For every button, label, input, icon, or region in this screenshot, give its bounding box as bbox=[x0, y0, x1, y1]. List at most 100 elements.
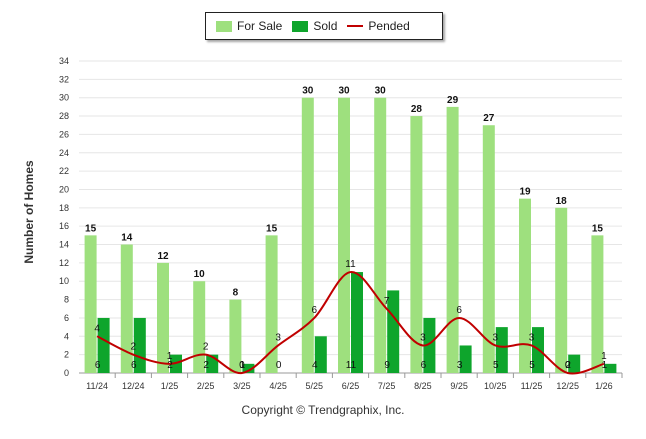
data-label-pended: 3 bbox=[529, 332, 535, 343]
x-tick-label: 7/25 bbox=[378, 381, 396, 391]
bar-for-sale bbox=[519, 198, 531, 373]
legend-label-pended: Pended bbox=[368, 19, 410, 33]
for-sale-swatch-icon bbox=[216, 20, 232, 32]
data-label-sold: 6 bbox=[421, 360, 427, 371]
data-label-for-sale: 30 bbox=[375, 86, 387, 97]
x-tick-label: 9/25 bbox=[450, 381, 468, 391]
data-label-sold: 1 bbox=[240, 360, 246, 371]
x-tick-label: 11/25 bbox=[521, 381, 543, 391]
y-tick-label: 34 bbox=[59, 56, 69, 66]
y-tick-label: 0 bbox=[64, 368, 69, 378]
bar-sold bbox=[459, 345, 472, 373]
legend-item-pended[interactable]: Pended bbox=[347, 19, 410, 33]
x-tick-label: 12/25 bbox=[556, 381, 579, 391]
bar-for-sale bbox=[555, 207, 568, 373]
y-tick-label: 32 bbox=[59, 74, 69, 84]
data-label-for-sale: 27 bbox=[483, 113, 495, 124]
x-tick-label: 12/24 bbox=[122, 381, 145, 391]
data-label-pended: 6 bbox=[312, 305, 318, 316]
y-tick-label: 12 bbox=[59, 258, 69, 268]
x-tick-label: 1/25 bbox=[161, 381, 179, 391]
pended-line-swatch-icon bbox=[347, 25, 364, 27]
y-axis-title: Number of Homes bbox=[22, 160, 36, 264]
y-tick-label: 10 bbox=[59, 276, 69, 286]
data-label-sold: 2 bbox=[565, 360, 571, 371]
bar-sold bbox=[423, 317, 436, 373]
bar-sold bbox=[133, 317, 146, 373]
bar-sold bbox=[314, 336, 327, 373]
x-tick-label: 5/25 bbox=[306, 381, 324, 391]
x-tick-label: 4/25 bbox=[269, 381, 287, 391]
sold-swatch-icon bbox=[292, 20, 309, 32]
legend-item-for-sale[interactable]: For Sale bbox=[216, 19, 282, 33]
data-label-pended: 6 bbox=[456, 305, 462, 316]
x-tick-label: 11/24 bbox=[86, 381, 108, 391]
bar-sold bbox=[604, 363, 617, 373]
data-label-sold: 4 bbox=[312, 360, 318, 371]
bar-sold bbox=[495, 327, 508, 373]
bar-for-sale bbox=[265, 235, 278, 373]
bar-sold bbox=[97, 317, 110, 373]
data-label-sold: 9 bbox=[384, 360, 390, 371]
data-label-sold: 5 bbox=[529, 360, 535, 371]
data-label-sold: 5 bbox=[493, 360, 499, 371]
copyright-credit: Copyright © Trendgraphix, Inc. bbox=[241, 403, 405, 417]
data-label-for-sale: 15 bbox=[85, 223, 97, 234]
y-tick-label: 24 bbox=[59, 148, 69, 158]
y-tick-label: 8 bbox=[64, 295, 69, 305]
data-label-for-sale: 8 bbox=[233, 288, 239, 299]
bar-for-sale bbox=[374, 97, 387, 374]
bar-for-sale bbox=[84, 235, 97, 373]
data-label-for-sale: 30 bbox=[302, 86, 314, 97]
bar-for-sale bbox=[120, 244, 133, 373]
data-label-pended: 3 bbox=[420, 332, 426, 343]
bar-for-sale bbox=[410, 116, 423, 373]
bar-sold bbox=[242, 363, 255, 373]
y-tick-label: 30 bbox=[59, 93, 69, 103]
y-tick-label: 6 bbox=[64, 313, 69, 323]
data-label-sold: 2 bbox=[167, 360, 173, 371]
legend: For Sale Sold Pended bbox=[205, 12, 443, 40]
bar-sold bbox=[387, 290, 400, 373]
data-label-for-sale: 29 bbox=[447, 95, 459, 106]
data-label-pended: 3 bbox=[493, 332, 499, 343]
x-tick-label: 8/25 bbox=[414, 381, 432, 391]
data-label-for-sale: 30 bbox=[338, 86, 350, 97]
bar-for-sale bbox=[482, 125, 495, 373]
data-label-sold: 0 bbox=[276, 360, 282, 371]
bar-for-sale bbox=[446, 106, 459, 373]
data-label-sold: 11 bbox=[346, 360, 357, 371]
data-label-pended: 2 bbox=[131, 342, 137, 353]
data-label-for-sale: 12 bbox=[157, 251, 169, 262]
data-label-pended: 0 bbox=[565, 360, 571, 371]
data-label-for-sale: 15 bbox=[266, 223, 278, 234]
bar-for-sale bbox=[591, 235, 604, 373]
y-tick-label: 18 bbox=[59, 203, 69, 213]
data-label-for-sale: 19 bbox=[519, 187, 531, 198]
data-label-sold: 1 bbox=[602, 360, 608, 371]
y-tick-label: 4 bbox=[64, 331, 69, 341]
data-label-for-sale: 15 bbox=[592, 223, 604, 234]
data-label-for-sale: 10 bbox=[194, 269, 206, 280]
legend-item-sold[interactable]: Sold bbox=[292, 19, 337, 33]
data-label-pended: 2 bbox=[203, 342, 209, 353]
legend-label-for-sale: For Sale bbox=[237, 19, 283, 33]
y-tick-label: 16 bbox=[59, 221, 69, 231]
data-label-sold: 6 bbox=[95, 360, 101, 371]
data-label-pended: 3 bbox=[275, 332, 281, 343]
x-tick-label: 6/25 bbox=[342, 381, 360, 391]
y-tick-label: 14 bbox=[59, 240, 69, 250]
x-tick-label: 3/25 bbox=[233, 381, 251, 391]
bar-for-sale bbox=[193, 281, 206, 373]
data-label-pended: 1 bbox=[167, 351, 173, 362]
data-label-for-sale: 28 bbox=[411, 104, 423, 115]
bar-for-sale bbox=[301, 97, 314, 374]
bar-for-sale bbox=[338, 97, 350, 374]
data-label-sold: 2 bbox=[203, 360, 209, 371]
bar-for-sale bbox=[157, 262, 169, 373]
y-tick-label: 28 bbox=[59, 111, 69, 121]
x-tick-label: 2/25 bbox=[197, 381, 215, 391]
y-tick-label: 2 bbox=[64, 350, 69, 360]
data-label-pended: 1 bbox=[601, 351, 607, 362]
